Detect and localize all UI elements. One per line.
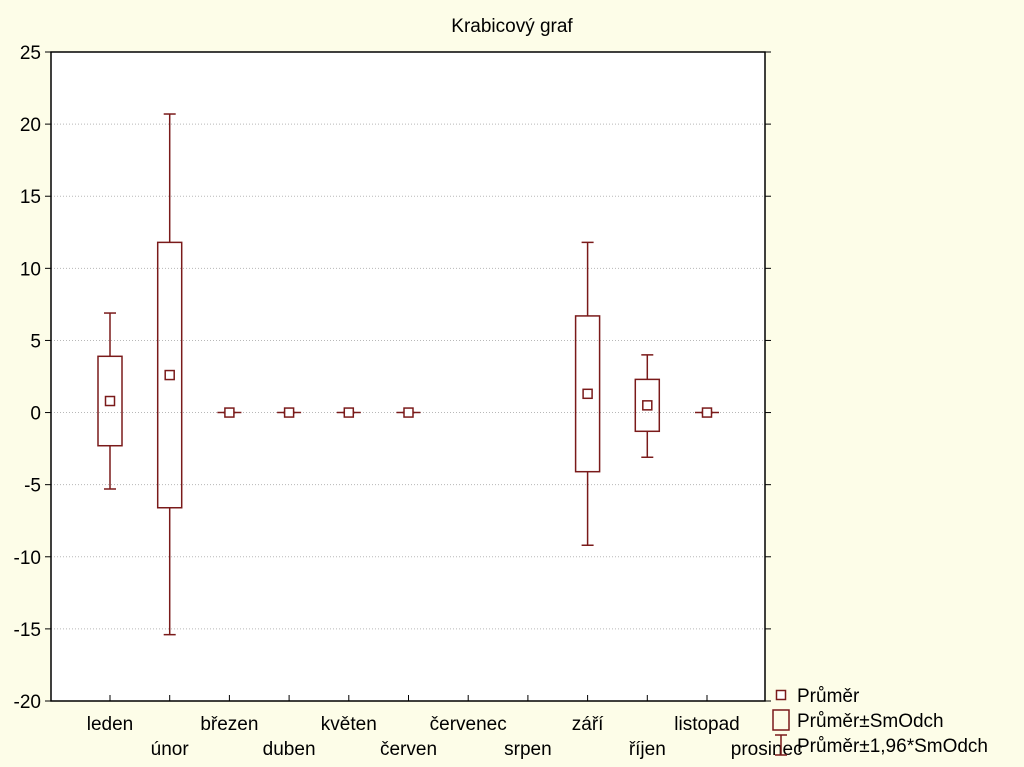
legend-label: Průměr±1,96*SmOdch (797, 736, 988, 757)
y-tick-label: -20 (14, 692, 41, 713)
x-category-label: duben (263, 739, 316, 760)
legend-item-box: Průměr±SmOdch (772, 709, 944, 732)
y-tick-label: -10 (14, 548, 41, 569)
x-category-label: červenec (430, 714, 507, 735)
mean-marker (224, 407, 235, 418)
mean-marker (164, 369, 175, 381)
box-body (574, 315, 601, 473)
x-category-label: září (572, 714, 604, 735)
x-category-label: únor (151, 739, 190, 760)
y-tick-label: -15 (14, 620, 41, 641)
box-body (97, 355, 123, 447)
y-tick-label: -5 (24, 476, 41, 497)
mean-marker (343, 407, 355, 418)
box-2 (156, 113, 183, 636)
box-4 (277, 407, 302, 418)
legend-label: Průměr±SmOdch (797, 711, 944, 732)
y-tick-label: 25 (20, 43, 41, 64)
box-11 (695, 407, 719, 418)
mean-marker (642, 400, 653, 411)
plot-frame (50, 51, 766, 702)
legend-item-mean: Průměr (775, 686, 860, 707)
y-tick-label: 15 (20, 187, 41, 208)
y-tick-label: 0 (30, 404, 41, 425)
axes: -20 -15 -10 -5 0 5 10 15 20 25 leden únor březendube… (14, 43, 803, 760)
mean-marker (701, 407, 713, 418)
chart-title: Krabicový graf (451, 16, 573, 37)
x-category-label: březen (200, 714, 258, 735)
mean-marker (582, 388, 593, 400)
box-5 (336, 407, 361, 418)
x-category-label: leden (87, 714, 134, 735)
legend-item-whisker: Průměr±1,96*SmOdch (775, 734, 988, 757)
x-category-label: květen (321, 714, 377, 735)
mean-marker (283, 407, 295, 418)
x-category-label: prosinec (731, 739, 803, 760)
box-6 (396, 407, 421, 418)
legend-label: Průměr (797, 686, 860, 707)
box-body (634, 378, 661, 433)
x-category-label: srpen (504, 739, 552, 760)
y-tick-label: 20 (20, 115, 41, 136)
x-category-label: říjen (629, 739, 666, 760)
box-1 (97, 312, 123, 490)
x-category-label: červen (380, 739, 437, 760)
legend-mean-symbol (775, 689, 787, 701)
y-tick-label: 10 (20, 259, 41, 280)
box-10 (634, 354, 661, 459)
box-series (97, 113, 719, 636)
box-9 (574, 241, 601, 546)
legend: Průměr Průměr±SmOdch Průměr±1,96*SmOdch (772, 686, 988, 757)
y-tick-label: 5 (30, 331, 41, 352)
mean-marker (104, 395, 116, 407)
x-category-label: listopad (674, 714, 740, 735)
box-body (156, 241, 183, 509)
legend-box-symbol (772, 709, 790, 731)
box-3 (217, 407, 242, 418)
mean-marker (403, 407, 414, 418)
